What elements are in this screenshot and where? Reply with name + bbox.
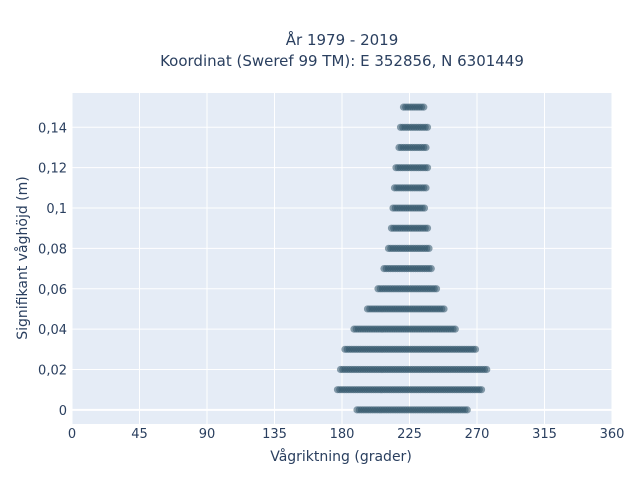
data-point [422,143,430,152]
x-tick-label: 45 [131,427,148,442]
x-tick-label: 180 [330,427,355,442]
chart-title-line-2: Koordinat (Sweref 99 TM): E 352856, N 63… [160,52,524,70]
y-tick-label: 0,06 [38,283,67,298]
y-tick-label: 0,1 [46,202,67,217]
x-tick-label: 360 [600,427,625,442]
data-point [440,305,448,313]
x-tick-label: 135 [262,427,287,442]
data-point [423,164,432,172]
data-point [463,406,471,414]
x-tick-label: 225 [397,427,422,442]
data-point [423,123,432,131]
y-tick-label: 0,04 [38,323,67,338]
x-axis-label: Vågriktning (grader) [270,448,412,465]
x-tick-label: 270 [465,427,490,442]
y-tick-label: 0,12 [38,162,67,177]
data-point [471,345,480,353]
data-point [420,103,428,111]
y-tick-label: 0 [59,404,67,419]
y-tick-labels: 0 0,02 0,04 0,06 0,08 0,1 0,12 0,14 [38,121,67,419]
data-points [333,103,491,414]
y-tick-label: 0,14 [38,121,67,136]
data-point [483,365,491,374]
data-point [425,244,433,253]
data-point [423,224,432,232]
data-point [420,204,429,212]
x-tick-labels: 0 45 90 135 180 225 270 315 360 [68,427,625,442]
x-tick-label: 0 [68,427,76,442]
data-point [422,184,430,192]
data-point [427,264,435,273]
data-point [451,325,459,333]
data-point [432,285,441,293]
x-tick-label: 90 [199,427,216,442]
x-tick-label: 315 [532,427,557,442]
chart-title-line-1: År 1979 - 2019 [286,30,399,49]
data-point [477,386,486,394]
y-axis-label: Signifikant våghöjd (m) [14,176,31,339]
y-tick-label: 0,02 [38,364,67,379]
y-tick-label: 0,08 [38,242,67,257]
